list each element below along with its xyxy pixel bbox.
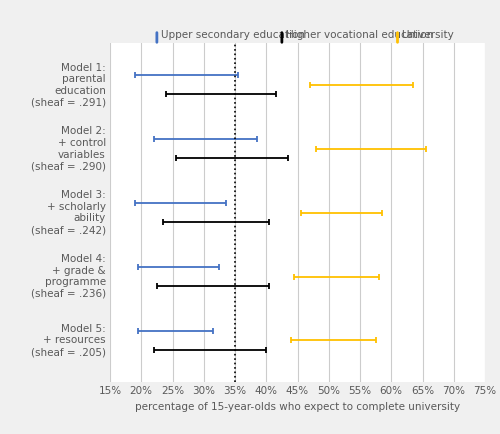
Text: Upper secondary education: Upper secondary education (160, 30, 304, 40)
X-axis label: percentage of 15-year-olds who expect to complete university: percentage of 15-year-olds who expect to… (135, 401, 460, 411)
Text: Higher vocational education: Higher vocational education (286, 30, 433, 40)
Text: University: University (401, 30, 454, 40)
